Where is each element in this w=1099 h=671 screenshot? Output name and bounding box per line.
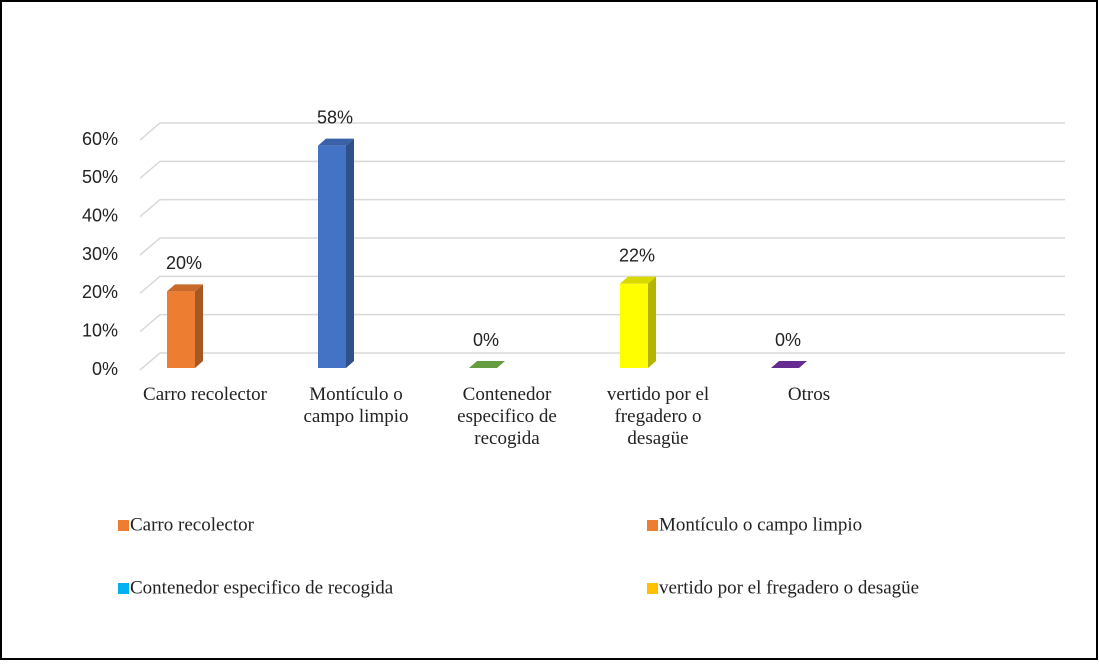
bar-top [167, 284, 203, 292]
bar-side [648, 276, 656, 368]
grid-line [139, 352, 1065, 371]
value-label: 20% [166, 253, 202, 273]
x-tick-label: Montículo o campo limpio [303, 384, 409, 427]
y-tick-label: 0% [92, 359, 118, 379]
bar-top [620, 276, 656, 284]
legend-label: Contenedor especifico de recogida [130, 577, 394, 598]
grid-line [139, 122, 1065, 141]
x-tick-label-box: vertido por el fregadero o desagüe [606, 384, 710, 449]
y-tick-label: 20% [82, 282, 118, 302]
legend-swatch [647, 520, 658, 531]
legend-swatch [118, 583, 129, 594]
grid-line [139, 275, 1065, 294]
bar [318, 138, 354, 368]
value-label: 22% [619, 245, 655, 265]
grid-line [139, 198, 1065, 218]
bar-front [318, 145, 346, 368]
bar-front [167, 291, 195, 368]
y-tick-label: 30% [82, 244, 118, 264]
y-tick-label: 10% [82, 320, 118, 340]
x-tick-label: vertido por el fregadero o desagüe [606, 384, 710, 449]
bar-top [469, 361, 505, 368]
bar-front [620, 283, 648, 368]
x-tick-label: Carro recolector [143, 384, 267, 405]
legend-label: Carro recolector [130, 514, 255, 535]
value-label: 58% [317, 107, 353, 127]
grid-line [139, 237, 1065, 256]
bar [469, 361, 505, 368]
value-label: 0% [473, 330, 499, 350]
y-tick-label: 50% [82, 167, 118, 187]
y-tick-label: 60% [82, 129, 118, 149]
bar-side [346, 138, 354, 368]
bar-top [771, 361, 807, 368]
legend-label: Montículo o campo limpio [659, 514, 862, 535]
legend-swatch [118, 520, 129, 531]
x-tick-label-box: Montículo o campo limpio [303, 384, 409, 427]
bar [771, 361, 807, 368]
grid-line [139, 160, 1065, 179]
x-tick-label: Otros [787, 384, 831, 405]
bar [620, 276, 656, 368]
bar [167, 284, 203, 368]
legend-swatch [647, 583, 658, 594]
bar-side [195, 284, 203, 368]
x-tick-label: Contenedor especifico de recogida [457, 384, 557, 449]
value-label: 0% [775, 330, 801, 350]
grid-line [139, 313, 1065, 333]
x-tick-label-box: Otros [787, 384, 831, 405]
legend-label: vertido por el fregadero o desagüe [659, 577, 919, 598]
x-tick-label-box: Contenedor especifico de recogida [457, 384, 557, 449]
x-tick-label-box: Carro recolector [143, 384, 267, 405]
y-tick-label: 40% [82, 205, 118, 225]
bar-top [318, 138, 354, 146]
